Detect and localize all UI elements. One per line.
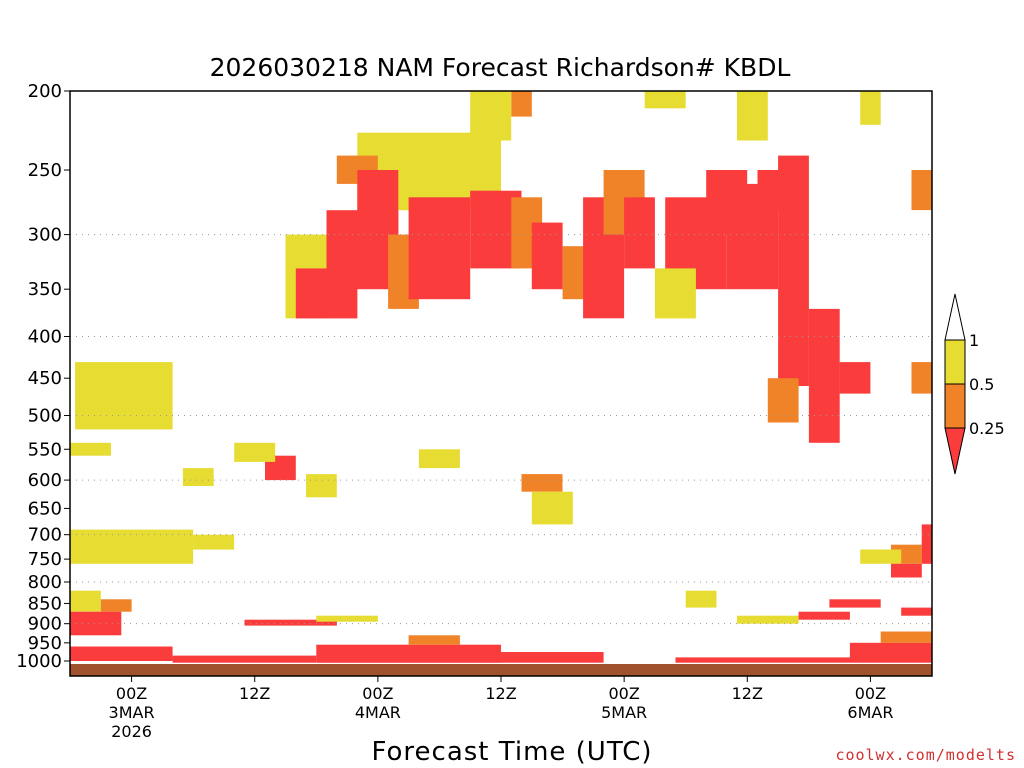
heatmap-cell [880,631,932,643]
y-tick-label: 750 [28,549,62,570]
heatmap-cell [418,449,460,469]
heatmap-cell [531,491,573,525]
heatmap-cell [70,529,194,564]
heatmap-cell [501,652,604,663]
x-tick-label: 00Z [855,684,886,703]
colorbar-segment-0.25-0.5 [944,383,966,429]
heatmap-cell [849,642,932,663]
heatmap-cell [244,619,337,626]
colorbar-segment-0.5-1 [944,339,966,385]
heatmap-cell [70,646,173,661]
heatmap-cell [326,210,399,290]
heatmap-cell [798,611,850,620]
heatmap-cell [891,563,922,578]
colorbar-label-0.5: 0.5 [969,375,994,394]
ground-band [70,664,932,676]
source-credit: coolwx.com/modelts [835,746,1016,764]
x-tick-label: 00Z [116,684,147,703]
heatmap-cell [316,644,501,663]
heatmap-cell [408,635,460,645]
heatmap-cell [624,197,655,269]
y-tick-label: 200 [28,81,62,102]
y-tick-label: 900 [28,614,62,635]
heatmap-cell [100,599,132,612]
heatmap-cell [70,590,101,612]
x-tick-label: 5MAR [601,703,647,722]
heatmap-cell [306,474,337,498]
y-tick-label: 500 [28,406,62,427]
y-tick-label: 250 [28,160,62,181]
heatmap-cell [316,615,378,622]
y-tick-label: 450 [28,368,62,389]
heatmap-cell [860,91,881,125]
x-tick-label: 12Z [485,684,516,703]
heatmap-cell [408,197,471,300]
heatmap-cell [737,91,768,141]
heatmap-cell [911,362,932,394]
heatmap-cells [70,91,932,663]
y-tick-label: 700 [28,525,62,546]
x-tick-label: 3MAR [109,703,155,722]
x-tick-label: 00Z [362,684,393,703]
heatmap-cell [808,308,840,443]
colorbar-segment-below-0.25 [944,427,966,475]
colorbar-legend: 1 0.5 0.25 [944,293,1005,475]
x-tick-label: 12Z [732,684,763,703]
x-tick-label: 12Z [239,684,270,703]
y-tick-label: 650 [28,498,62,519]
x-tick-label: 6MAR [847,703,893,722]
colorbar-segment-above-1 [944,293,966,341]
x-tick-label: 4MAR [355,703,401,722]
y-tick-label: 400 [28,326,62,347]
x-tick-label: 2026 [111,722,152,741]
heatmap-cell [182,468,214,486]
heatmap-cell [860,549,902,564]
heatmap-cell [685,590,717,608]
y-tick-label: 950 [28,633,62,654]
heatmap-cell [511,91,532,117]
heatmap-cell [234,442,276,462]
heatmap-cell [675,657,850,663]
heatmap-cell [829,599,881,608]
chart-title: 2026030218 NAM Forecast Richardson# KBDL [210,53,791,82]
heatmap-cell [901,607,932,616]
y-tick-label: 1000 [16,651,62,672]
x-tick-label: 00Z [608,684,639,703]
heatmap-cell [778,155,809,386]
heatmap-cell [921,524,932,564]
heatmap-cell [470,91,512,141]
y-tick-label: 600 [28,470,62,491]
y-tick-label: 300 [28,225,62,246]
x-axis-label: Forecast Time (UTC) [371,737,652,767]
colorbar-label-1: 1 [969,331,979,350]
heatmap-cell [75,362,173,430]
colorbar-label-0.25: 0.25 [969,419,1005,438]
heatmap-cell [70,442,111,456]
heatmap-cell [654,268,696,319]
y-tick-label: 350 [28,279,62,300]
heatmap-cell [70,611,122,636]
heatmap-cell [531,222,563,290]
heatmap-cell [839,362,871,394]
heatmap-cell [172,655,317,663]
heatmap-cell [644,91,686,109]
y-axis: 200 250 300 350 400 450 500 550 600 650 700 7508008… [16,81,70,672]
heatmap-cell [193,534,235,550]
heatmap-cell [911,170,932,211]
heatmap-cell [521,474,563,492]
heatmap-cell [737,615,799,624]
y-tick-label: 800 [28,572,62,593]
y-tick-label: 850 [28,593,62,614]
y-tick-label: 550 [28,439,62,460]
